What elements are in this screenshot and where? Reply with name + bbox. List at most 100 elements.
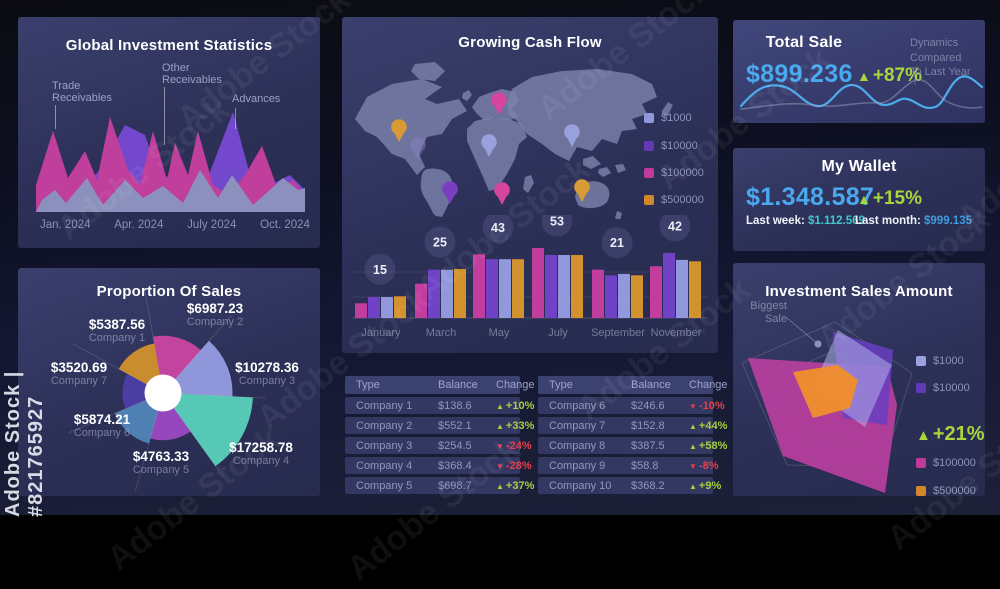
legend-swatch: [916, 383, 926, 393]
total-sale-sparkline: [739, 73, 984, 110]
legend-item: $1000: [644, 112, 692, 124]
month-label: January: [361, 327, 401, 339]
growing-cash-flow-title: Growing Cash Flow: [458, 34, 602, 51]
bar-$500000: [394, 296, 406, 318]
up-arrow-icon: ▲: [496, 481, 504, 491]
pie-slice-company-7: [122, 373, 163, 409]
last-week-value: $1.112.569: [808, 215, 865, 227]
bar-$1000: [499, 259, 511, 318]
map-pins: [391, 92, 590, 205]
legend-swatch: [644, 141, 654, 151]
last-month-value: $999.135: [924, 215, 972, 227]
note-line: Dynamics: [910, 37, 959, 49]
investment-radar-title: Investment Sales Amount: [765, 283, 953, 300]
month-label: September: [591, 327, 645, 339]
bar-$100000: [592, 269, 604, 318]
table-header-row: Type Balance Change: [538, 376, 728, 394]
legend-item: $1000: [916, 355, 964, 367]
bar-$500000: [689, 261, 701, 318]
last-month-label: Last month:: [855, 215, 921, 227]
x-tick-label: Apr. 2024: [114, 219, 164, 231]
bar-$100000: [355, 303, 367, 318]
area-x-axis: Jan. 2024 Apr. 2024 July 2024 Oct. 2024: [40, 219, 310, 231]
bubble-value: 15: [373, 263, 387, 277]
wallet-change-value: +15%: [872, 188, 922, 209]
panel-total-sale: Total Sale $899.236 ▲ +87% Dynamics Compa…: [733, 20, 985, 123]
legend-swatch: [916, 356, 926, 366]
panel-growing-cash-flow: Growing Cash Flow $1000 $10000 $100000 $500…: [342, 17, 718, 353]
up-arrow-icon: ▲: [496, 401, 504, 411]
island-japan: [662, 102, 673, 117]
total-sale-change-value: +87%: [872, 65, 922, 86]
bar-$10000: [486, 259, 498, 318]
panel-investment-radar: Investment Sales Amount Biggest Sale $10…: [733, 263, 985, 497]
wallet-value: $1.348.587: [746, 183, 875, 211]
legend-swatch: [644, 195, 654, 205]
bubble-value: 43: [491, 221, 505, 235]
radar-chart: [741, 317, 913, 493]
annotation-leader-line: [786, 317, 819, 345]
panel-global-investment: Global Investment Statistics Trade Receiv…: [18, 17, 320, 248]
annotation-leader-line: [55, 105, 56, 129]
up-arrow-icon: ▲: [916, 427, 931, 444]
annotation-line: Sale: [764, 312, 787, 325]
global-investment-title: Global Investment Statistics: [65, 37, 273, 54]
pie-label: $17258.78 Company 4: [229, 440, 293, 467]
bar-$1000: [676, 259, 688, 318]
island-madagascar: [523, 175, 534, 193]
bar-$10000: [663, 252, 675, 318]
value-bubble: [424, 226, 456, 258]
legend-swatch: [916, 486, 926, 496]
continent-africa: [467, 117, 527, 191]
value-bubble: [482, 215, 514, 243]
bar-$500000: [631, 275, 643, 318]
x-tick-label: Jan. 2024: [40, 219, 91, 231]
continent-north-america: [355, 79, 467, 175]
annotation-dot: [814, 340, 822, 348]
panel-proportion-sales: Proportion Of Sales $6987.23 Company 2 $10…: [18, 268, 320, 496]
up-arrow-icon: ▲: [496, 421, 504, 431]
sparkline-current: [739, 75, 984, 109]
total-sale-value: $899.236: [746, 60, 853, 88]
cash-flow-bar-chart: 15 January 25 March 43 May 53 July 21 September 42…: [352, 215, 708, 339]
table-row: Company 4 $368.4 ▼ -28%: [345, 457, 532, 474]
pie-center-circle: [144, 374, 182, 412]
sparkline-last-year: [740, 78, 983, 110]
bar-$500000: [454, 269, 466, 318]
total-sale-title: Total Sale: [765, 34, 843, 51]
up-arrow-icon: ▲: [689, 441, 697, 451]
bar-$10000: [368, 297, 380, 318]
bar-$10000: [605, 275, 617, 318]
bubble-value: 25: [433, 236, 447, 250]
continent-asia: [507, 69, 657, 161]
table-row: Company 2 $552.1 ▲ +33%: [345, 417, 534, 434]
pie-label: $6987.23 Company 2: [186, 301, 244, 328]
up-arrow-icon: ▲: [689, 481, 697, 491]
table-row: Company 8 $387.5 ▲ +58%: [538, 437, 727, 454]
balance-table-right: Type Balance Change Company 6 $246.6 ▼ -10% Com…: [538, 376, 728, 497]
bar-$500000: [571, 255, 583, 318]
annotation-leader-line: [164, 87, 165, 145]
continent-greenland: [411, 62, 445, 81]
month-label: November: [651, 327, 702, 339]
legend-item: $10000: [916, 382, 970, 394]
bar-$1000: [618, 273, 630, 318]
note-line: To Last Year: [910, 66, 971, 78]
map-pin-icon: [491, 92, 507, 115]
map-pin-icon: [391, 119, 407, 142]
down-arrow-icon: ▼: [689, 461, 697, 471]
annotation-line: Biggest: [750, 300, 787, 312]
legend-item: $10000: [644, 140, 698, 152]
bar-$1000: [381, 297, 393, 318]
legend-swatch: [644, 113, 654, 123]
month-label: July: [548, 327, 568, 339]
radar-legend: $1000 $10000 ▲ +21% $100000 $500000: [916, 305, 985, 497]
legend-swatch: [644, 168, 654, 178]
legend-item: $100000: [916, 457, 976, 469]
legend-item: $500000: [916, 485, 976, 497]
legend-item: $100000: [644, 167, 704, 179]
balance-table-left: Type Balance Change Company 1 $138.6 ▲ +10% Com…: [345, 376, 535, 497]
total-sale-change: ▲ +87%: [857, 65, 922, 87]
bar-$10000: [545, 255, 557, 318]
